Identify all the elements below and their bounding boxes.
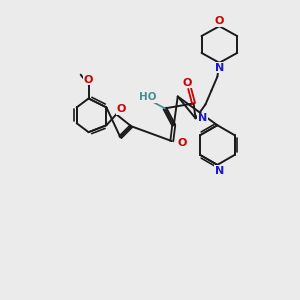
Text: O: O: [117, 104, 126, 114]
Text: O: O: [84, 75, 93, 85]
Text: O: O: [183, 78, 192, 88]
Text: O: O: [177, 138, 186, 148]
Text: N: N: [215, 63, 224, 73]
Text: N: N: [215, 166, 224, 176]
Text: O: O: [215, 16, 224, 26]
Text: N: N: [198, 113, 207, 123]
Text: HO: HO: [139, 92, 157, 103]
